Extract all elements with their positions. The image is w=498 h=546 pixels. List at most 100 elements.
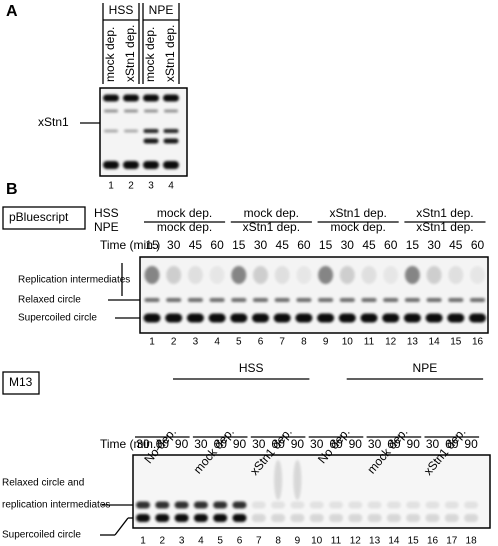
band-label: Supercoiled circle <box>2 530 81 541</box>
band <box>123 161 139 169</box>
band <box>406 514 421 522</box>
band <box>309 514 324 522</box>
band <box>144 298 160 302</box>
time-value: 15 <box>319 238 333 252</box>
band <box>136 514 150 522</box>
time-value: 90 <box>349 437 363 451</box>
time-value: 30 <box>194 437 208 451</box>
lane-number: 15 <box>450 337 462 348</box>
band <box>318 298 334 302</box>
band <box>271 501 286 509</box>
band <box>232 501 247 509</box>
time-value: 90 <box>464 437 478 451</box>
band <box>174 514 189 522</box>
group-label: xStn1 dep. <box>416 220 473 234</box>
band <box>361 266 377 284</box>
band <box>425 501 440 509</box>
band <box>166 298 182 302</box>
group-label: mock dep. <box>157 206 212 220</box>
time-value: 15 <box>406 238 420 252</box>
lane-number: 5 <box>236 337 242 348</box>
panel-label: A <box>6 3 18 20</box>
lane-number: 18 <box>466 536 478 546</box>
band <box>448 266 464 284</box>
band <box>317 313 335 323</box>
row-label: NPE <box>94 220 119 234</box>
time-value: 30 <box>341 238 355 252</box>
band <box>271 514 286 522</box>
band <box>252 313 269 323</box>
extract-label: NPE <box>149 3 174 17</box>
lane-number: 5 <box>217 536 223 546</box>
time-value: 30 <box>167 238 181 252</box>
band <box>329 501 343 509</box>
group-label: xStn1 dep. <box>416 206 473 220</box>
band <box>187 266 203 284</box>
band <box>290 514 305 522</box>
band <box>386 501 401 509</box>
time-value: 60 <box>445 437 459 451</box>
extract-label: NPE <box>413 361 438 375</box>
lane-number: 13 <box>369 536 381 546</box>
band <box>213 501 228 509</box>
time-value: 90 <box>175 437 189 451</box>
lane-label: xStn1 dep. <box>163 25 177 82</box>
time-value: 60 <box>329 437 343 451</box>
band <box>143 138 159 144</box>
extract-label: HSS <box>239 361 264 375</box>
band <box>383 266 399 284</box>
band <box>104 109 118 113</box>
band <box>163 94 179 102</box>
lane-label: mock dep. <box>103 27 117 82</box>
lane-number: 1 <box>149 337 155 348</box>
lane-number: 15 <box>408 536 420 546</box>
band <box>155 514 170 522</box>
band <box>165 313 183 323</box>
band <box>406 501 421 509</box>
band <box>124 129 138 133</box>
template-box <box>2 371 40 395</box>
band <box>143 129 159 133</box>
lane-number: 17 <box>446 536 458 546</box>
lane-number: 12 <box>385 337 397 348</box>
lane-number: 4 <box>214 337 220 348</box>
lane-number: 1 <box>140 536 146 546</box>
lane-number: 4 <box>168 181 174 192</box>
time-value: 45 <box>362 238 376 252</box>
band-label: replication intermediates <box>2 500 110 511</box>
band <box>348 501 363 509</box>
time-value: 90 <box>233 437 247 451</box>
band <box>187 298 203 302</box>
band <box>425 313 443 323</box>
lane-number: 7 <box>279 337 285 348</box>
band <box>296 298 312 302</box>
band-label: Relaxed circle and <box>2 478 84 489</box>
band <box>404 266 420 284</box>
lane-number: 3 <box>148 181 154 192</box>
band <box>426 266 442 284</box>
band <box>103 94 119 102</box>
band <box>155 501 170 509</box>
lane-label: xStn1 dep. <box>123 25 137 82</box>
band <box>309 501 324 509</box>
band <box>425 514 440 522</box>
template-name: M13 <box>9 375 33 389</box>
lane-label: mock dep. <box>143 27 157 82</box>
time-value: 30 <box>310 437 324 451</box>
group-label: mock dep. <box>244 206 299 220</box>
band <box>360 313 378 323</box>
rule <box>114 517 129 536</box>
time-value: 60 <box>471 238 485 252</box>
band <box>163 138 179 144</box>
band <box>104 129 118 133</box>
time-value: 45 <box>276 238 290 252</box>
lane-number: 16 <box>472 337 484 348</box>
band <box>143 161 159 169</box>
band <box>329 514 343 522</box>
time-value: 30 <box>136 437 150 451</box>
band <box>382 313 400 323</box>
band <box>338 313 356 323</box>
group-label: xStn1 dep. <box>243 220 300 234</box>
band-label: Supercoiled circle <box>18 313 97 324</box>
